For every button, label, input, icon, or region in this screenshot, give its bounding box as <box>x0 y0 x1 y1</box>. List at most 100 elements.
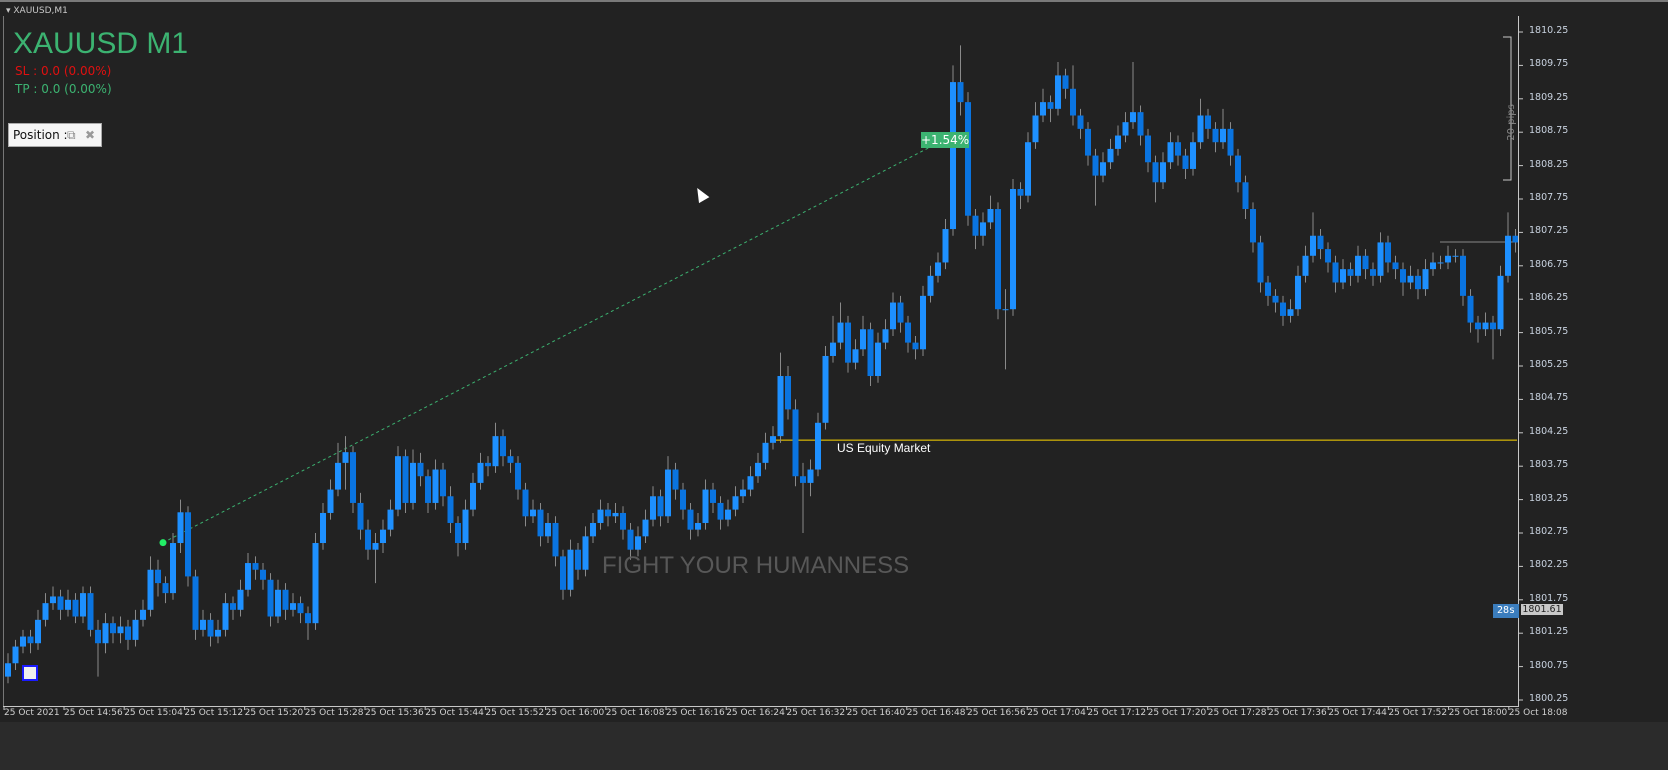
price-tick-label: 1803.25 <box>1529 492 1569 504</box>
candle-body <box>365 529 371 550</box>
close-icon[interactable]: ✖ <box>85 128 96 142</box>
price-tick-label: 1802.25 <box>1529 559 1569 571</box>
candle-body <box>87 593 94 630</box>
candle-body <box>1407 275 1414 283</box>
candle-body <box>312 543 319 624</box>
candle-body <box>185 512 191 577</box>
candle-body <box>237 589 244 610</box>
candle-body <box>1362 255 1369 270</box>
candle-body <box>1325 249 1331 263</box>
candle-body <box>732 496 739 510</box>
price-tick-label: 1804.25 <box>1529 425 1569 437</box>
time-tick-label: 25 Oct 16:56 <box>967 708 1026 718</box>
candle-body <box>1302 255 1309 276</box>
price-tick-label: 1805.25 <box>1529 359 1569 370</box>
candle-body <box>635 536 641 550</box>
candle-body <box>1280 302 1286 316</box>
window-title-text: XAUUSD,M1 <box>13 6 68 16</box>
candle-body <box>42 603 49 620</box>
candle-body <box>395 456 401 510</box>
candle-body <box>1422 269 1429 290</box>
candle-body <box>462 509 469 544</box>
candle-body <box>402 456 409 503</box>
candle-body <box>650 496 656 520</box>
candle-body <box>515 462 521 490</box>
candle-body <box>275 589 281 617</box>
candlestick-chart[interactable] <box>0 2 1668 724</box>
candle-body <box>410 462 416 503</box>
price-tick-label: 1809.75 <box>1529 58 1569 70</box>
candle-body <box>642 519 649 537</box>
candle-body <box>1212 128 1219 143</box>
candle-body <box>867 329 874 377</box>
candle-body <box>65 599 71 610</box>
time-tick-label: 25 Oct 16:08 <box>605 708 665 718</box>
candle-body <box>1152 162 1159 183</box>
candle-body <box>815 422 821 470</box>
candle-body <box>852 349 859 363</box>
candle-body <box>807 469 814 483</box>
candle-body <box>927 275 934 296</box>
time-tick-label: 25 Oct 15:52 <box>485 708 545 718</box>
time-tick-label: 25 Oct 15:36 <box>365 708 424 718</box>
candle-body <box>1512 235 1519 243</box>
chart-window-title[interactable]: ▾ XAUUSD,M1 <box>6 6 68 16</box>
time-tick-label: 25 Oct 17:12 <box>1087 708 1147 718</box>
candle-body <box>1497 275 1504 330</box>
position-panel[interactable]: Position : ⧉ ✖ <box>8 123 102 147</box>
candle-body <box>447 496 454 523</box>
price-tick-label: 1806.25 <box>1529 292 1569 304</box>
candle-body <box>950 82 956 230</box>
candle-body <box>177 512 184 544</box>
candle-body <box>1272 295 1279 303</box>
price-tick-label: 1805.75 <box>1529 325 1569 337</box>
candle-body <box>627 529 634 550</box>
chart-window: ▾ XAUUSD,M1 XAUUSD M1 SL : 0.0 (0.00%) T… <box>0 0 1668 724</box>
time-tick-label: 25 Oct 15:12 <box>184 708 244 718</box>
price-tick-label: 1800.75 <box>1529 659 1569 671</box>
restore-icon[interactable]: ⧉ <box>67 128 76 142</box>
candle-body <box>335 462 341 490</box>
candle-body <box>110 623 116 634</box>
candle-body <box>117 626 124 634</box>
candle-body <box>492 436 499 467</box>
candle-body <box>702 489 709 523</box>
candle-body <box>830 342 836 356</box>
candle-body <box>1370 269 1376 276</box>
plot-area[interactable] <box>3 16 1519 706</box>
time-tick-label: 25 Oct 16:40 <box>846 708 906 718</box>
candle-body <box>230 603 236 610</box>
price-tick-label: 1800.25 <box>1529 693 1569 704</box>
candle-body <box>1482 322 1489 330</box>
price-axis-line <box>1518 16 1519 706</box>
candle-body <box>1190 142 1196 169</box>
candle-body <box>1310 235 1316 256</box>
time-tick-label: 25 Oct 2021 <box>4 708 60 718</box>
price-tick-label: 1802.75 <box>1529 526 1569 537</box>
candle-body <box>305 613 311 624</box>
candle-body <box>440 469 446 497</box>
candle-body <box>1205 115 1211 129</box>
candle-body <box>770 436 776 443</box>
candle-body <box>5 663 11 677</box>
candle-body <box>1400 269 1406 283</box>
price-tick-label: 1801.25 <box>1529 626 1569 638</box>
price-tick-label: 1801.75 <box>1529 592 1569 604</box>
candle-body <box>965 102 971 216</box>
price-tick-label: 1808.25 <box>1529 158 1569 170</box>
price-tick-label: 1803.75 <box>1529 459 1569 471</box>
time-tick-label: 25 Oct 18:08 <box>1508 708 1568 718</box>
trade-dotted-line <box>162 141 941 544</box>
candle-body <box>1002 309 1009 311</box>
candle-body <box>192 576 199 630</box>
candle-body <box>327 489 334 513</box>
one-click-trading-toggle[interactable] <box>22 665 38 681</box>
candle-body <box>222 603 229 630</box>
candle-body <box>912 342 919 350</box>
candle-body <box>132 619 139 640</box>
candle-body <box>1392 262 1399 270</box>
candle-body <box>1295 275 1301 310</box>
candle-body <box>1092 155 1099 176</box>
candle-body <box>995 209 1001 310</box>
candle-body <box>245 563 251 590</box>
